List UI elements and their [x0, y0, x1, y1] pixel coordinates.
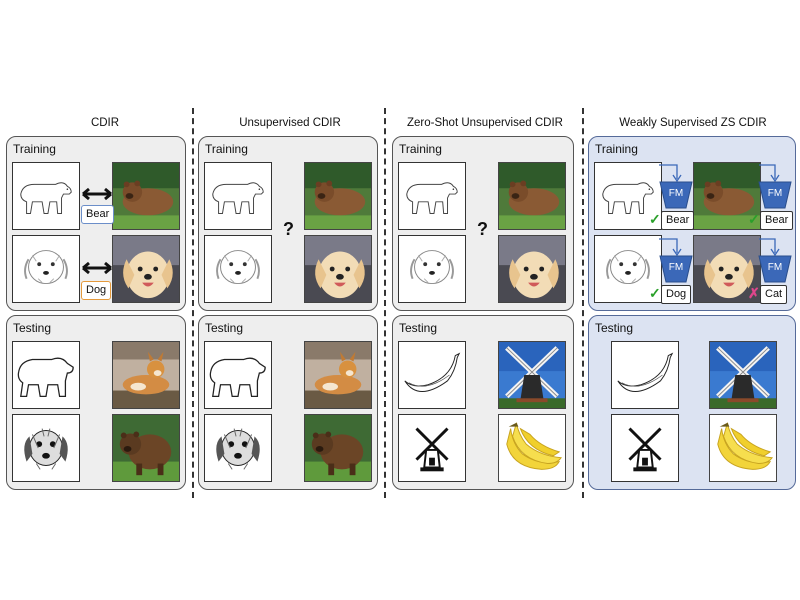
check-icon: ✓ — [649, 211, 661, 227]
windmill-sketch-icon — [611, 414, 679, 482]
panel-label: Testing — [595, 321, 634, 335]
dog-photo-icon — [304, 235, 372, 303]
corgi-photo-icon — [112, 341, 180, 409]
zero-shot-testing-panel: Testing — [392, 315, 574, 490]
question-mark: ? — [283, 219, 294, 239]
bear-photo-icon — [304, 414, 372, 482]
bear-photo-icon — [498, 162, 566, 230]
banana-sketch-icon — [398, 341, 466, 409]
fm-encoder-icon: FM — [659, 255, 693, 283]
dog-sketch-icon — [398, 235, 466, 303]
label-bear: Bear — [81, 205, 115, 224]
dog-photo-icon — [498, 235, 566, 303]
bear-outline-sketch-icon — [12, 341, 80, 409]
weakly-supervised-training-panel: Training FM FM FM FM ✓ Bear ✓ Bear ✓ Dog… — [588, 136, 796, 311]
banana-photo-icon — [709, 414, 777, 482]
column-title-zero-shot: Zero-Shot Unsupervised CDIR — [407, 117, 563, 129]
windmill-photo-icon — [709, 341, 777, 409]
check-icon: ✓ — [649, 285, 661, 301]
unsupervised-training-panel: Training ? — [198, 136, 378, 311]
column-title-weakly-supervised: Weakly Supervised ZS CDIR — [619, 117, 767, 129]
column-divider — [192, 108, 194, 498]
label-dog: Dog — [661, 285, 692, 304]
panel-label: Testing — [205, 321, 244, 335]
windmill-sketch-icon — [398, 414, 466, 482]
check-icon: ✓ — [748, 211, 760, 227]
dog-sketch-icon — [204, 414, 272, 482]
dog-sketch-icon — [204, 235, 272, 303]
fm-encoder-icon: FM — [758, 255, 792, 283]
fm-label: FM — [767, 188, 783, 199]
dog-sketch-icon — [12, 414, 80, 482]
panel-label: Training — [399, 142, 442, 156]
label-bear: Bear — [760, 211, 794, 230]
dog-photo-icon — [112, 235, 180, 303]
fm-label: FM — [767, 262, 783, 273]
banana-photo-icon — [498, 414, 566, 482]
unsupervised-testing-panel: Testing — [198, 315, 378, 490]
corgi-photo-icon — [304, 341, 372, 409]
polar-bear-sketch-icon — [398, 162, 466, 230]
windmill-photo-icon — [498, 341, 566, 409]
bear-outline-sketch-icon — [204, 341, 272, 409]
dog-photo-icon — [693, 235, 761, 303]
column-title-unsupervised: Unsupervised CDIR — [239, 117, 341, 129]
fm-label: FM — [668, 262, 684, 273]
label-bear: Bear — [661, 211, 695, 230]
panel-label: Training — [595, 142, 638, 156]
question-mark: ? — [477, 219, 488, 239]
zero-shot-training-panel: Training ? — [392, 136, 574, 311]
column-divider — [582, 108, 584, 498]
dog-sketch-icon — [12, 235, 80, 303]
fm-connector-lines — [659, 164, 780, 257]
bear-photo-icon — [693, 162, 761, 230]
polar-bear-sketch-icon — [204, 162, 272, 230]
cross-icon: ✗ — [748, 285, 760, 301]
fm-encoder-icon: FM — [659, 181, 693, 209]
panel-label: Testing — [399, 321, 438, 335]
polar-bear-sketch-icon — [12, 162, 80, 230]
label-cat: Cat — [760, 285, 788, 304]
column-divider — [384, 108, 386, 498]
bear-photo-icon — [112, 162, 180, 230]
dog-sketch-icon — [594, 235, 662, 303]
weakly-supervised-testing-panel: Testing — [588, 315, 796, 490]
polar-bear-sketch-icon — [594, 162, 662, 230]
panel-label: Testing — [13, 321, 52, 335]
panel-label: Training — [13, 142, 56, 156]
bear-photo-icon — [112, 414, 180, 482]
bear-photo-icon — [304, 162, 372, 230]
banana-sketch-icon — [611, 341, 679, 409]
panel-label: Training — [205, 142, 248, 156]
cdir-testing-panel: Testing — [6, 315, 186, 490]
fm-encoder-icon: FM — [758, 181, 792, 209]
label-dog: Dog — [81, 281, 112, 300]
column-title-cdir: CDIR — [90, 117, 120, 129]
cdir-training-panel: Training Bear Dog — [6, 136, 186, 311]
double-arrow-icon — [82, 187, 112, 201]
double-arrow-icon — [82, 261, 112, 275]
fm-label: FM — [668, 188, 684, 199]
